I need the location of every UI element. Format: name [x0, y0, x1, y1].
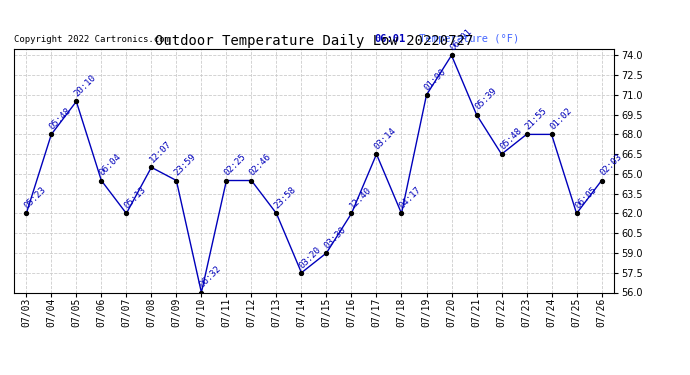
Text: 06:32: 06:32 [198, 264, 223, 290]
Point [21, 210, 32, 216]
Text: 06:01: 06:01 [374, 34, 405, 44]
Point [546, 131, 557, 137]
Point [196, 290, 207, 296]
Text: 05:48: 05:48 [48, 106, 73, 132]
Text: 02:03: 02:03 [598, 152, 623, 178]
Point [421, 92, 432, 98]
Text: 05:23: 05:23 [23, 185, 48, 211]
Point [321, 250, 332, 256]
Text: 05:39: 05:39 [473, 87, 498, 112]
Point [71, 99, 82, 105]
Text: 06:01: 06:01 [448, 27, 473, 53]
Text: 02:25: 02:25 [223, 152, 248, 178]
Point [496, 151, 507, 157]
Point [171, 177, 182, 183]
Text: 21:55: 21:55 [523, 106, 549, 132]
Point [446, 53, 457, 58]
Text: Temperature (°F): Temperature (°F) [413, 34, 520, 44]
Point [271, 210, 282, 216]
Text: 06:04: 06:04 [98, 152, 123, 178]
Point [121, 210, 132, 216]
Text: 05:48: 05:48 [498, 126, 523, 152]
Point [46, 131, 57, 137]
Point [521, 131, 532, 137]
Text: 01:02: 01:02 [548, 106, 573, 132]
Text: 12:40: 12:40 [348, 185, 373, 211]
Point [221, 177, 232, 183]
Point [396, 210, 407, 216]
Text: 04:17: 04:17 [398, 185, 423, 211]
Text: 23:59: 23:59 [172, 152, 198, 178]
Text: 03:14: 03:14 [373, 126, 398, 152]
Text: 05:13: 05:13 [123, 185, 148, 211]
Text: 02:46: 02:46 [248, 152, 273, 178]
Point [346, 210, 357, 216]
Point [596, 177, 607, 183]
Text: Copyright 2022 Cartronics.com: Copyright 2022 Cartronics.com [14, 35, 170, 44]
Point [146, 164, 157, 170]
Text: 20:10: 20:10 [72, 73, 98, 99]
Point [96, 177, 107, 183]
Point [471, 112, 482, 118]
Point [296, 270, 307, 276]
Text: 03:30: 03:30 [323, 225, 348, 250]
Point [571, 210, 582, 216]
Text: 06:05: 06:05 [573, 185, 598, 211]
Text: 01:90: 01:90 [423, 67, 448, 92]
Point [246, 177, 257, 183]
Text: 12:07: 12:07 [148, 139, 173, 165]
Text: 23:58: 23:58 [273, 185, 298, 211]
Point [371, 151, 382, 157]
Text: 03:20: 03:20 [298, 244, 323, 270]
Title: Outdoor Temperature Daily Low 20220727: Outdoor Temperature Daily Low 20220727 [155, 34, 473, 48]
